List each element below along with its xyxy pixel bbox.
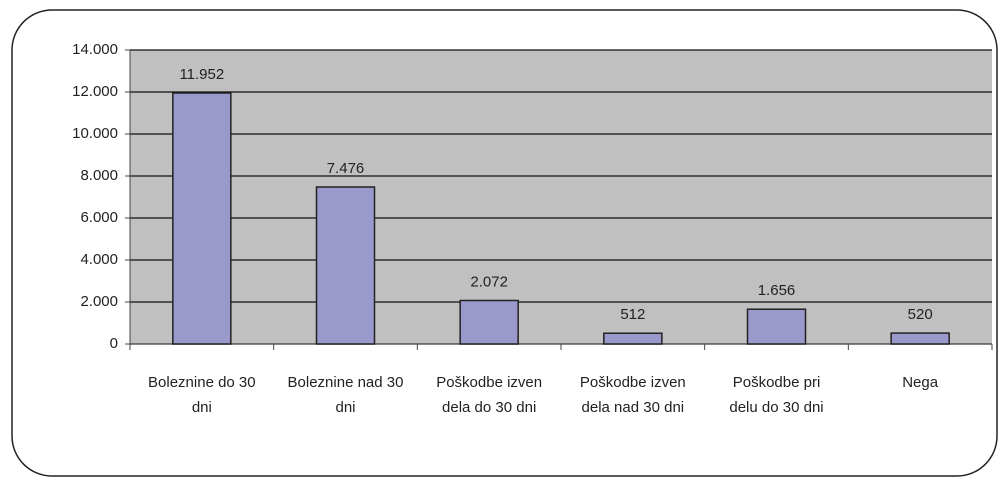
x-tick-label: Poškodbe izven dela nad 30 dni: [579, 374, 686, 416]
data-label: 11.952: [179, 66, 224, 83]
bar: [459, 299, 519, 345]
y-tick-label: 0: [110, 335, 118, 352]
y-tick-label: 8.000: [80, 167, 118, 184]
bar: [315, 186, 376, 345]
bar: [172, 92, 232, 345]
y-tick-label: 12.000: [72, 83, 118, 100]
x-tick-label: Boleznine nad 30 dni: [287, 374, 404, 416]
y-tick-label: 14.000: [72, 41, 118, 58]
x-tick-label: Poškodbe izven dela do 30 dni: [436, 374, 543, 416]
x-tick-label: Nega: [902, 374, 939, 391]
y-tick-label: 6.000: [80, 209, 118, 226]
x-tick-label: Poškodbe pri delu do 30 dni: [729, 374, 824, 416]
bar: [890, 332, 950, 345]
bar: [746, 308, 807, 345]
x-tick-label: Boleznine do 30 dni: [148, 374, 256, 416]
data-label: 520: [908, 306, 933, 323]
data-label: 1.656: [758, 282, 796, 299]
data-label: 512: [620, 306, 645, 323]
data-label: 2.072: [470, 273, 508, 290]
data-label: 7.476: [327, 160, 365, 177]
plot-area: [130, 50, 992, 344]
y-tick-label: 10.000: [72, 125, 118, 142]
y-tick-label: 4.000: [80, 251, 118, 268]
y-tick-label: 2.000: [80, 293, 118, 310]
bar: [603, 332, 663, 345]
